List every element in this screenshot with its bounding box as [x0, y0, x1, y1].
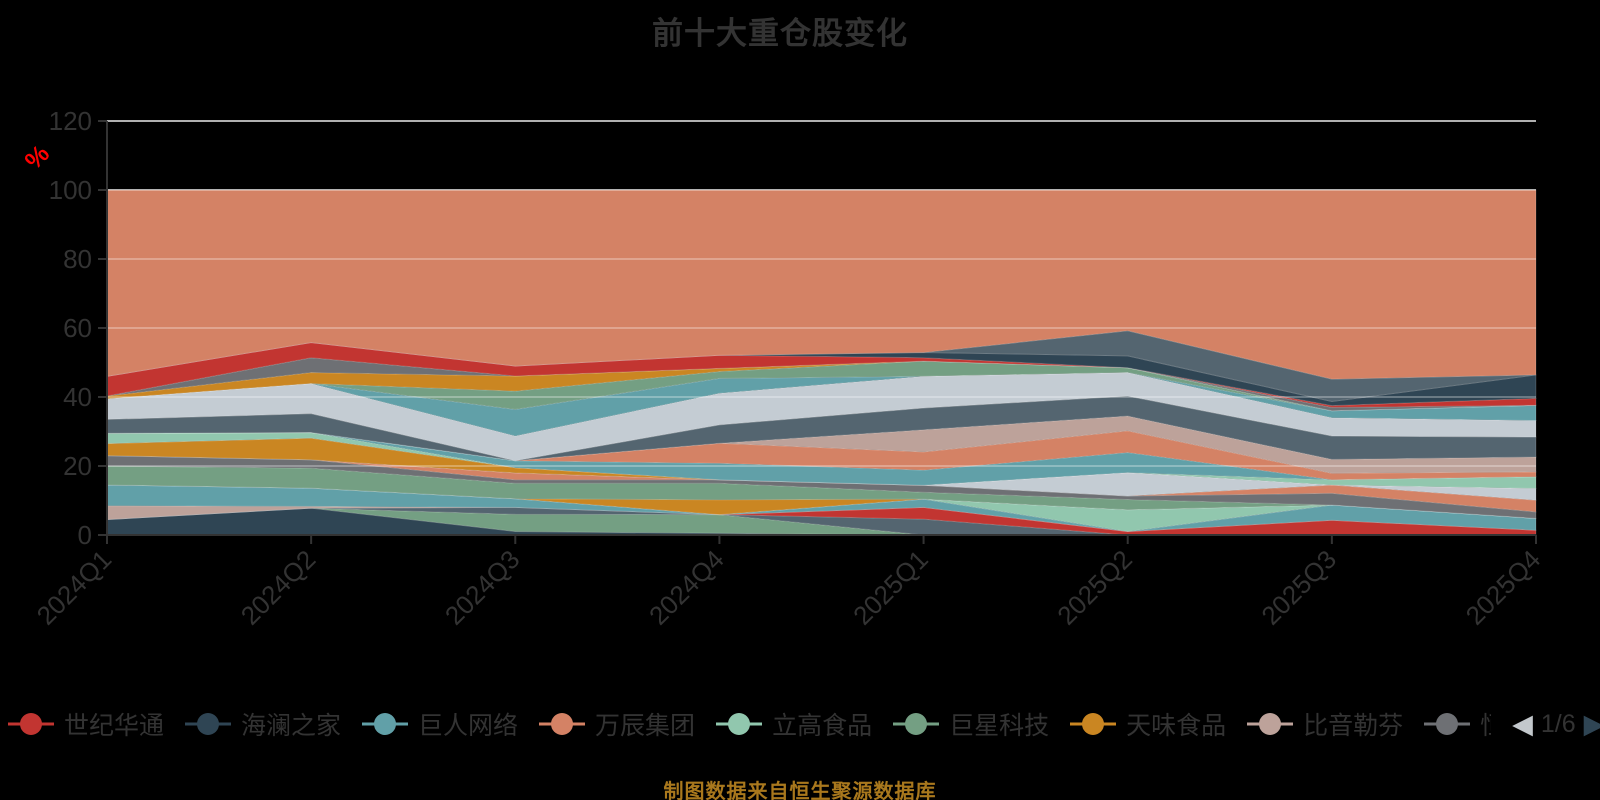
legend-pagination: ◀ 1/6 ▶: [1512, 710, 1600, 739]
x-axis-label-2025Q1: 2025Q1: [847, 544, 934, 631]
legend-item-7[interactable]: 天味食品: [1070, 706, 1226, 742]
legend-item-4[interactable]: 万辰集团: [539, 706, 695, 742]
legend-prev-page-arrow-icon[interactable]: ◀: [1512, 708, 1533, 739]
area-layer-14: [106, 431, 1537, 489]
x-axis-label-2025Q2: 2025Q2: [1051, 544, 1138, 631]
legend-label: 巨星科技: [949, 712, 1050, 740]
legend-item-2[interactable]: 海澜之家: [185, 706, 341, 742]
legend-line-circle-icon: [716, 713, 763, 735]
area-layer-24: [106, 341, 1537, 408]
area-layer-12: [106, 455, 1537, 501]
legend-line-circle-icon: [1247, 713, 1294, 735]
area-layer-13: [106, 437, 1537, 489]
y-axis-label-100: 100: [49, 175, 92, 205]
legend-item-1[interactable]: 世纪华通: [8, 706, 164, 742]
x-axis-label-2024Q2: 2024Q2: [235, 544, 322, 631]
legend-line-circle-icon: [1424, 713, 1471, 735]
legend-line-circle-icon: [185, 713, 232, 735]
legend-line-circle-icon: [8, 713, 54, 735]
legend-label: 巨人网络: [418, 712, 519, 740]
stacked-area-plot: 0 20 40 60 80 100 120% 2024Q1 2024Q2 2024Q3 2024Q4…: [20, 106, 1547, 631]
legend-item-3[interactable]: 巨人网络: [362, 706, 518, 742]
x-axis-label-2024Q4: 2024Q4: [643, 544, 730, 631]
legend-line-circle-icon: [539, 713, 586, 735]
x-axis-label-2025Q4: 2025Q4: [1460, 544, 1547, 631]
area-layer-06: [106, 484, 1537, 533]
y-axis-label-40: 40: [63, 382, 92, 412]
legend-line-circle-icon: [362, 713, 409, 735]
y-axis-unit-label: %: [20, 140, 56, 176]
data-source-note: 制图数据来自恒生聚源数据库: [663, 781, 937, 800]
x-axis-label-2024Q1: 2024Q1: [31, 544, 118, 631]
legend-label: 万辰集团: [595, 712, 696, 740]
legend-item-6[interactable]: 巨星科技: [893, 706, 1049, 742]
legend-item-8[interactable]: 比音勒芬: [1247, 706, 1403, 742]
legend-label: 世纪华通: [64, 712, 165, 740]
legend-label: 比音勒芬: [1303, 712, 1404, 740]
y-axis-label-120: 120: [49, 106, 92, 136]
chart-title: 前十大重仓股变化: [652, 16, 908, 51]
legend-page-indicator: 1/6: [1540, 709, 1576, 738]
legend-label: 恒: [1480, 706, 1491, 742]
legend-line-circle-icon: [893, 713, 940, 735]
y-axis-label-20: 20: [63, 451, 92, 481]
area-layer-05: [106, 505, 1537, 533]
y-axis-label-0: 0: [78, 520, 92, 550]
legend-next-page-arrow-icon[interactable]: ▶: [1583, 708, 1600, 739]
legend-item-5[interactable]: 立高食品: [716, 706, 872, 742]
legend-item-9[interactable]: 恒: [1424, 706, 1491, 742]
area-layer-11: [106, 455, 1537, 513]
y-axis-label-80: 80: [63, 244, 92, 274]
legend-label: 海澜之家: [241, 712, 342, 740]
area-layer-03: [106, 506, 1536, 536]
x-axis-label-2024Q3: 2024Q3: [439, 544, 526, 631]
area-layer-top: [106, 189, 1537, 380]
y-axis-label-60: 60: [63, 313, 92, 343]
legend: 世纪华通 海澜之家 巨人网络 万辰集团 立高食品 巨星科技 天味食品 比音勒芬 恒 ◀ 1/6 …: [8, 701, 1600, 747]
legend-label: 立高食品: [772, 712, 873, 740]
legend-label: 天味食品: [1126, 712, 1227, 740]
area-layer-18: [106, 395, 1537, 462]
legend-line-circle-icon: [1070, 713, 1117, 735]
area-layer-04: [106, 506, 1537, 536]
x-axis-label-2025Q3: 2025Q3: [1255, 544, 1342, 631]
area-layer-02: [106, 507, 1536, 536]
